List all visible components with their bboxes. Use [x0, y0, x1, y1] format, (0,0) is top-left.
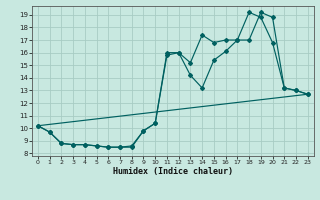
X-axis label: Humidex (Indice chaleur): Humidex (Indice chaleur) — [113, 167, 233, 176]
